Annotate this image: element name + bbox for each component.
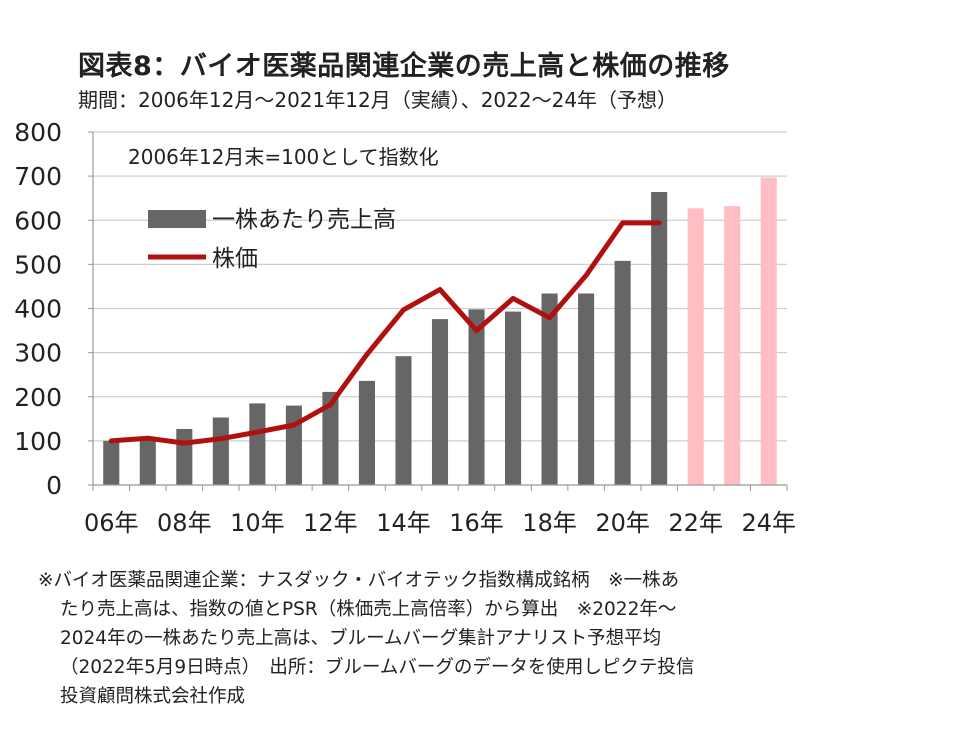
chart-title: 図表8：バイオ医薬品関連企業の売上高と株価の推移 xyxy=(78,51,730,82)
axes: 0 100 200 300 400 500 600 700 800 06年 08年 10年 12年 14年… xyxy=(14,118,796,537)
y-tick-label: 800 xyxy=(14,118,62,147)
bar xyxy=(285,405,302,485)
x-tick-label: 08年 xyxy=(157,509,212,537)
bar-forecast xyxy=(687,208,704,485)
bar xyxy=(322,391,339,485)
bar xyxy=(505,311,522,485)
x-tick-label: 20年 xyxy=(595,509,650,537)
legend: 一株あたり売上高 株価 xyxy=(148,207,396,272)
chart-subtitle: 期間：2006年12月～2021年12月（実績）、2022～24年（予想） xyxy=(78,88,678,112)
y-tick-label: 300 xyxy=(14,339,62,368)
bar xyxy=(541,293,558,485)
y-tick-label: 100 xyxy=(14,427,62,456)
y-tick-label: 600 xyxy=(14,206,62,235)
x-tick-label: 12年 xyxy=(303,509,358,537)
y-tick-label: 700 xyxy=(14,162,62,191)
line-series xyxy=(108,220,662,446)
bar xyxy=(431,319,449,485)
y-tick-label: 0 xyxy=(46,471,62,500)
legend-bar-swatch xyxy=(148,210,206,228)
chart-annotation: 2006年12月末=100として指数化 xyxy=(128,145,439,169)
footnote-line: ※バイオ医薬品関連企業：ナスダック・バイオテック指数構成銘柄 ※一株あ xyxy=(38,570,680,591)
bar xyxy=(249,403,266,485)
bar xyxy=(139,437,156,485)
y-tick-label: 500 xyxy=(14,250,62,279)
x-tick-label: 24年 xyxy=(741,509,796,537)
bar xyxy=(614,260,631,485)
footnote-line: たり売上高は、指数の値とPSR（株価売上高倍率）から算出 ※2022年～ xyxy=(60,599,677,620)
bar-forecast xyxy=(724,206,741,485)
y-tick-label: 200 xyxy=(14,383,62,412)
x-tick-label: 18年 xyxy=(522,509,577,537)
x-tick-label: 10年 xyxy=(230,509,285,537)
bar xyxy=(176,428,193,485)
x-tick-label: 14年 xyxy=(376,509,431,537)
bar xyxy=(395,356,412,485)
legend-bar-label: 一株あたり売上高 xyxy=(212,207,396,233)
x-tick-label: 22年 xyxy=(668,509,723,537)
bar-forecast xyxy=(760,177,777,486)
bar xyxy=(578,293,595,485)
x-tick-label: 06年 xyxy=(84,509,139,537)
footnotes: ※バイオ医薬品関連企業：ナスダック・バイオテック指数構成銘柄 ※一株あ たり売上… xyxy=(38,566,818,711)
footnote-line: 2024年の一株あたり売上高は、ブルームバーグ集計アナリスト予想平均 xyxy=(60,628,662,649)
bar xyxy=(212,417,229,485)
y-tick-label: 400 xyxy=(14,295,62,324)
footnote-line: （2022年5月9日時点） 出所：ブルームバーグのデータを使用しピクテ投信 xyxy=(60,657,695,678)
footnote-line: 投資顧問株式会社作成 xyxy=(60,686,246,707)
bar xyxy=(103,440,120,485)
bar xyxy=(358,380,375,485)
legend-line-label: 株価 xyxy=(212,246,258,272)
bar xyxy=(651,192,668,485)
stock-price-line xyxy=(108,220,662,446)
x-tick-label: 16年 xyxy=(449,509,504,537)
bar-line-chart: 0 100 200 300 400 500 600 700 800 06年 08年 10年 12年 14年… xyxy=(14,118,796,537)
bar xyxy=(468,309,485,485)
